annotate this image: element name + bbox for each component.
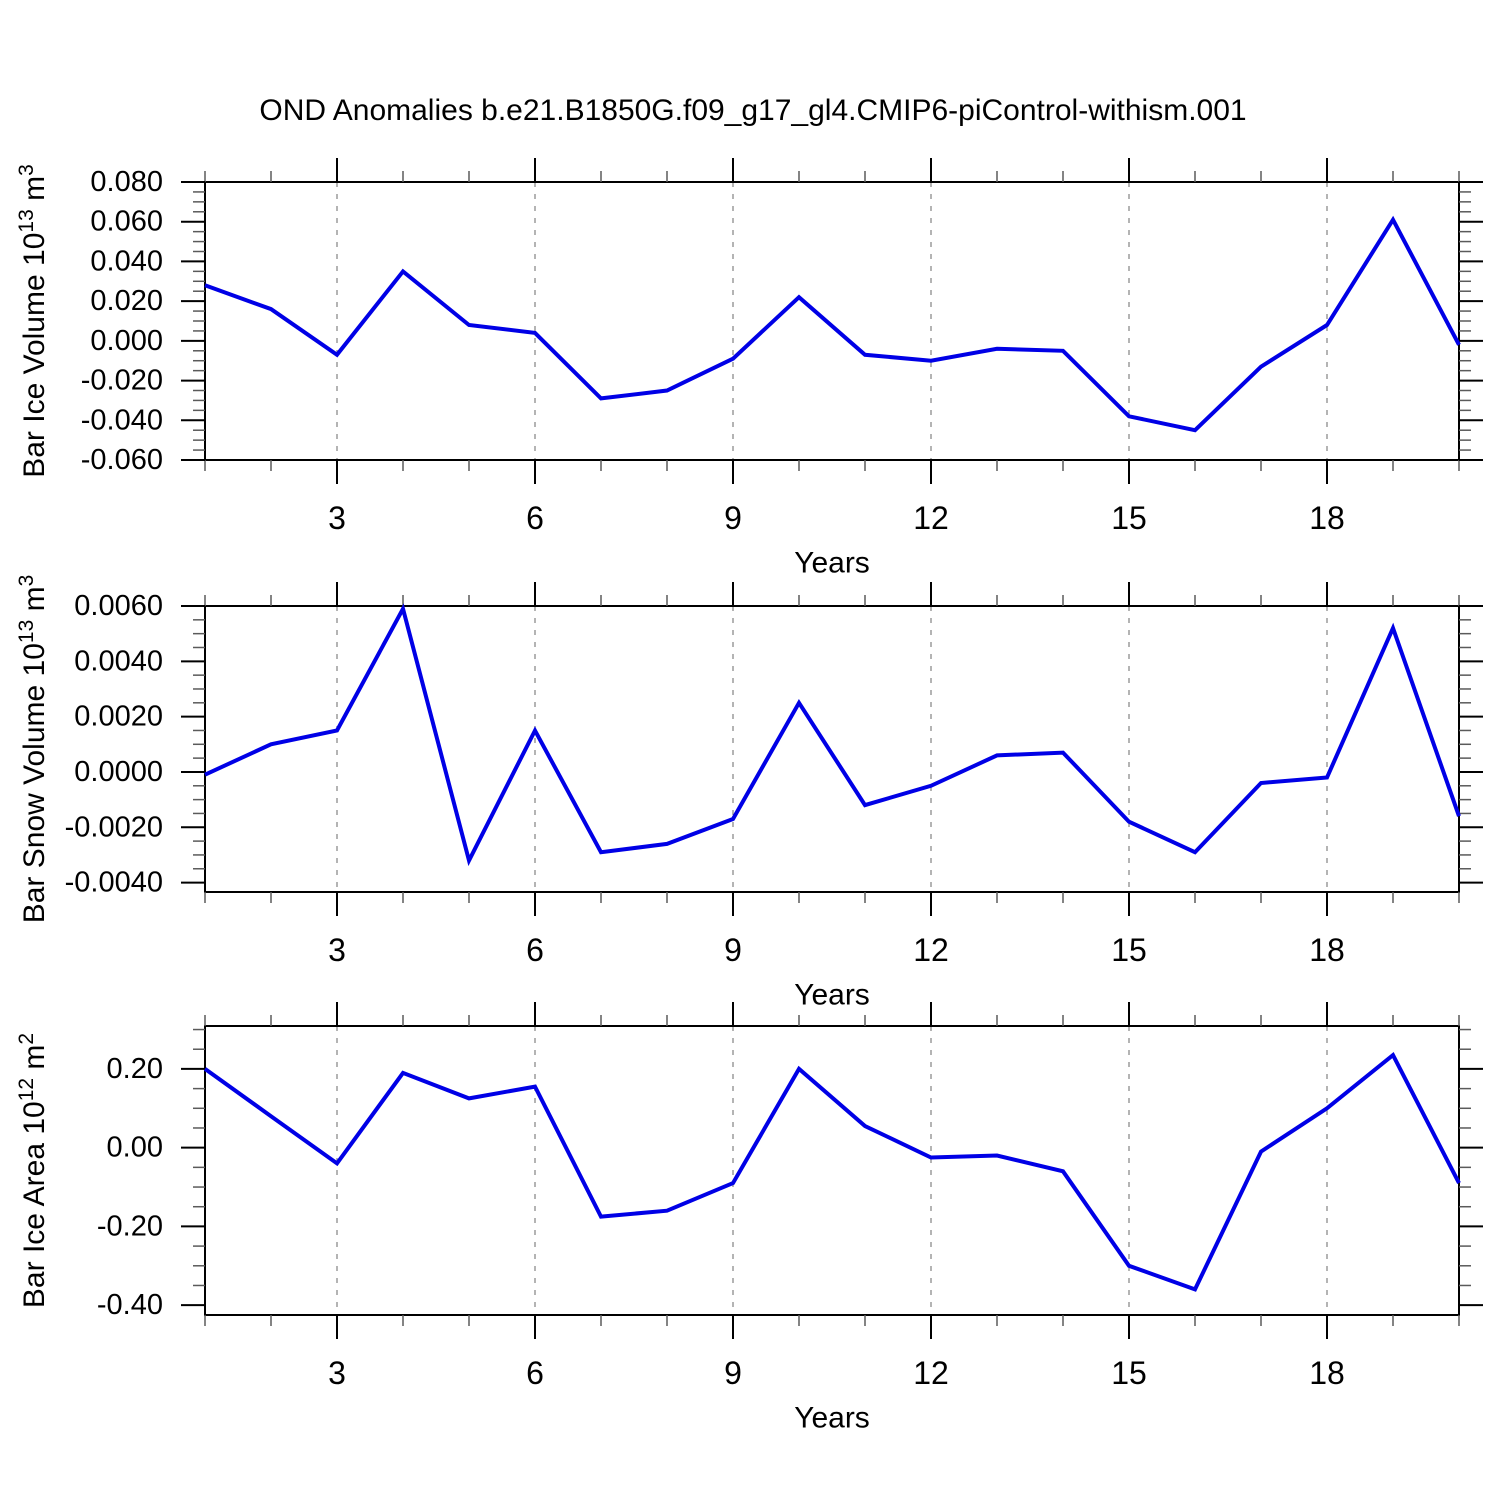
y-axis-title-part: 12 [15, 1078, 38, 1101]
x-tick-label: 15 [1111, 500, 1147, 536]
y-axis-title-part: 3 [15, 164, 38, 176]
x-tick-label: 6 [526, 500, 544, 536]
x-tick-label: 18 [1309, 500, 1345, 536]
panel-ice-volume: 0.080 0.060 0.040 0.020 0.000 -0.020 -0.040 -0.… [15, 158, 1483, 580]
x-tick-label: 6 [526, 932, 544, 968]
panel-snow-volume: 0.0060 0.0040 0.0020 0.0000 -0.0020 -0.0040 3 6… [15, 575, 1483, 1012]
y-tick-label: 0.0020 [74, 701, 163, 733]
ice-volume-line [204, 215, 1461, 433]
x-tick-label: 15 [1111, 932, 1147, 968]
y-axis-title-part: m [18, 586, 51, 619]
x-tick-label: 15 [1111, 1355, 1147, 1391]
x-axis-title: Years [794, 979, 870, 1012]
y-tick-label: 0.0040 [74, 645, 163, 677]
x-axis-title: Years [794, 547, 870, 580]
y-tick-label: 0.020 [90, 285, 163, 317]
y-tick-label: 0.0000 [74, 756, 163, 788]
y-axis-title-part: 2 [15, 1033, 38, 1045]
x-tick-label: 3 [328, 500, 346, 536]
y-tick-label: -0.40 [97, 1289, 163, 1321]
x-tick-label: 18 [1309, 1355, 1345, 1391]
y-tick-label: -0.0020 [65, 811, 163, 843]
x-tick-label: 9 [724, 1355, 742, 1391]
y-tick-label: 0.080 [90, 166, 163, 198]
x-tick-label: 12 [913, 932, 949, 968]
y-axis-title-part: m [18, 176, 51, 209]
y-tick-label: 0.040 [90, 245, 163, 277]
x-axis-title: Years [794, 1402, 870, 1435]
plot-frame [204, 1025, 1460, 1316]
x-tick-label: 6 [526, 1355, 544, 1391]
x-tick-label: 3 [328, 1355, 346, 1391]
y-axis-title-part: m [18, 1045, 51, 1078]
y-tick-label: 0.20 [107, 1053, 163, 1085]
x-tick-label: 9 [724, 932, 742, 968]
x-tick-label: 9 [724, 500, 742, 536]
ice-area-line [203, 1052, 1461, 1292]
y-tick-label: -0.060 [81, 444, 163, 476]
y-tick-label: 0.00 [107, 1132, 163, 1164]
y-axis-title: Bar Ice Volume 1013 m3 [15, 164, 51, 478]
y-tick-label: -0.040 [81, 404, 163, 436]
y-axis-title-part: Bar Snow Volume 10 [18, 643, 51, 923]
x-tick-label: 18 [1309, 932, 1345, 968]
y-tick-label: 0.060 [90, 206, 163, 238]
y-tick-label: 0.0060 [74, 590, 163, 622]
panel-ice-area: 0.20 0.00 -0.20 -0.40 3 6 9 12 15 18 Years Bar Ice … [15, 1002, 1483, 1435]
x-tick-label: 12 [913, 500, 949, 536]
x-tick-label: 12 [913, 1355, 949, 1391]
y-axis-title-part: Bar Ice Volume 10 [18, 233, 51, 478]
chart-title: OND Anomalies b.e21.B1850G.f09_g17_gl4.C… [259, 94, 1247, 127]
y-axis-title-part: 13 [15, 209, 38, 232]
y-tick-label: -0.020 [81, 365, 163, 397]
y-axis-title-part: 3 [15, 575, 38, 587]
y-axis-title: Bar Snow Volume 1013 m3 [15, 575, 51, 924]
y-tick-label: -0.20 [97, 1210, 163, 1242]
x-tick-label: 3 [328, 932, 346, 968]
plot-frame [204, 605, 1460, 893]
y-tick-label: -0.0040 [65, 867, 163, 899]
y-tick-label: 0.000 [90, 325, 163, 357]
y-axis-title-part: 13 [15, 620, 38, 643]
y-axis-title: Bar Ice Area 1012 m2 [15, 1033, 51, 1308]
y-axis-title-part: Bar Ice Area 10 [18, 1101, 51, 1308]
snow-volume-line [204, 603, 1461, 867]
plot-frame [204, 181, 1460, 461]
